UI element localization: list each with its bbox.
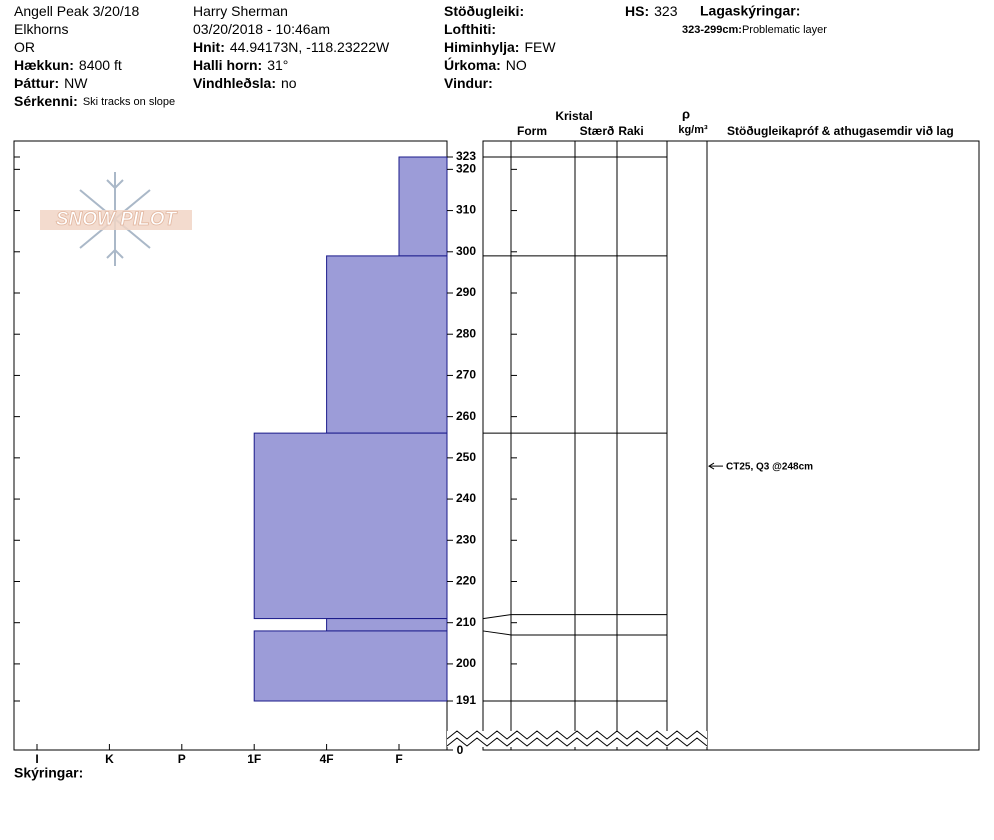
header-field: Halli horn: 31°: [193, 57, 288, 73]
y-tick-label: 0: [457, 743, 464, 757]
header-field: HS: 323: [625, 3, 678, 19]
y-tick-label: 230: [456, 532, 476, 546]
header-field: Þáttur: NW: [14, 75, 88, 91]
y-tick-label: 250: [456, 450, 476, 464]
y-tick-label: 310: [456, 203, 476, 217]
column-header: Form: [517, 124, 547, 138]
field-label: HS:: [625, 3, 649, 19]
field-label: Stöðugleiki:: [444, 3, 524, 19]
test-arrowhead: [708, 462, 715, 470]
field-label: Hnit:: [193, 39, 225, 55]
field-text: OR: [14, 39, 35, 55]
x-tick-label: 4F: [320, 752, 334, 766]
header-field: Lofthiti:: [444, 21, 496, 37]
legend-title: Lagaskýringar:: [700, 3, 800, 19]
layer-bar: [326, 618, 448, 632]
table-frame: [482, 140, 980, 751]
header-field: Harry Sherman: [193, 3, 288, 19]
column-header: Stöðugleikapróf & athugasemdir við lag: [727, 124, 954, 138]
header-field: Hnit: 44.94173N, -118.23222W: [193, 39, 390, 55]
field-value: Ski tracks on slope: [83, 96, 175, 108]
field-value: NO: [506, 57, 527, 73]
header-field: 03/20/2018 - 10:46am: [193, 21, 330, 37]
column-header: Raki: [618, 124, 643, 138]
field-label: Lofthiti:: [444, 21, 496, 37]
header-field: Sérkenni: Ski tracks on slope: [14, 93, 175, 109]
header-field: Angell Peak 3/20/18: [14, 3, 140, 19]
field-value: 323: [654, 3, 678, 19]
layer-bar: [253, 432, 448, 620]
layer-boundary: [482, 614, 667, 620]
logo: SNOW PILOT: [40, 172, 192, 266]
layer-boundary: [482, 630, 667, 636]
y-tick-label: 300: [456, 244, 476, 258]
test-label: CT25, Q3 @248cm: [726, 462, 813, 473]
y-tick-label: 320: [456, 162, 476, 176]
x-tick-label: 1F: [247, 752, 261, 766]
header-field: OR: [14, 39, 35, 55]
column-header: Kristal: [555, 109, 592, 123]
field-label: Sérkenni:: [14, 93, 78, 109]
column-header: Stærð: [580, 124, 615, 138]
layer-bar: [326, 255, 448, 434]
field-text: 03/20/2018 - 10:46am: [193, 21, 330, 37]
x-tick-label: F: [395, 752, 402, 766]
x-tick-label: K: [105, 752, 114, 766]
header-field: Úrkoma: NO: [444, 56, 527, 73]
x-tick-label: I: [35, 752, 38, 766]
field-label: Halli horn:: [193, 57, 262, 73]
field-value: 8400 ft: [79, 57, 122, 73]
header-field: Stöðugleiki:: [444, 3, 524, 19]
header-field: Hækkun: 8400 ft: [14, 57, 122, 73]
field-text: Angell Peak 3/20/18: [14, 3, 140, 19]
field-value: FEW: [524, 39, 556, 55]
y-tick-label: 260: [456, 409, 476, 423]
field-label: Himinhylja:: [444, 39, 519, 55]
y-tick-label: 240: [456, 491, 476, 505]
field-label: Þáttur:: [14, 75, 59, 91]
y-tick-label: 210: [456, 615, 476, 629]
layer-bar: [398, 156, 448, 257]
y-tick-label: 191: [456, 693, 476, 707]
header-field: Vindhleðsla: no: [193, 75, 297, 91]
field-value: 31°: [267, 57, 288, 73]
y-tick-label: 200: [456, 656, 476, 670]
field-text: Harry Sherman: [193, 3, 288, 19]
legend-range: 323-299cm:: [682, 24, 742, 36]
field-label: Hækkun:: [14, 57, 74, 73]
field-text: Elkhorns: [14, 21, 68, 37]
field-label: Vindhleðsla:: [193, 75, 276, 91]
x-tick-label: P: [178, 752, 186, 766]
logo-text: SNOW PILOT: [56, 209, 178, 230]
column-header: ρ: [682, 106, 690, 121]
field-label: Vindur:: [444, 75, 493, 91]
legend-item: 323-299cm:Problematic layer: [682, 24, 827, 36]
header-field: Himinhylja: FEW: [444, 39, 556, 55]
axis-break: [446, 730, 708, 747]
header-field: Elkhorns: [14, 21, 68, 37]
y-tick-label: 270: [456, 368, 476, 382]
legend-text: Problematic layer: [742, 24, 827, 36]
column-header: kg/m³: [678, 124, 708, 136]
field-value: 44.94173N, -118.23222W: [230, 39, 390, 55]
y-tick-label: 323: [456, 149, 476, 163]
header-field: Vindur:: [444, 75, 493, 91]
y-tick-label: 220: [456, 574, 476, 588]
y-tick-label: 280: [456, 326, 476, 340]
footer-label: Skýringar:: [14, 765, 83, 781]
y-tick-label: 290: [456, 285, 476, 299]
field-label: Úrkoma:: [444, 56, 501, 73]
layer-bar: [253, 630, 448, 702]
field-value: no: [281, 75, 297, 91]
field-value: NW: [64, 75, 88, 91]
